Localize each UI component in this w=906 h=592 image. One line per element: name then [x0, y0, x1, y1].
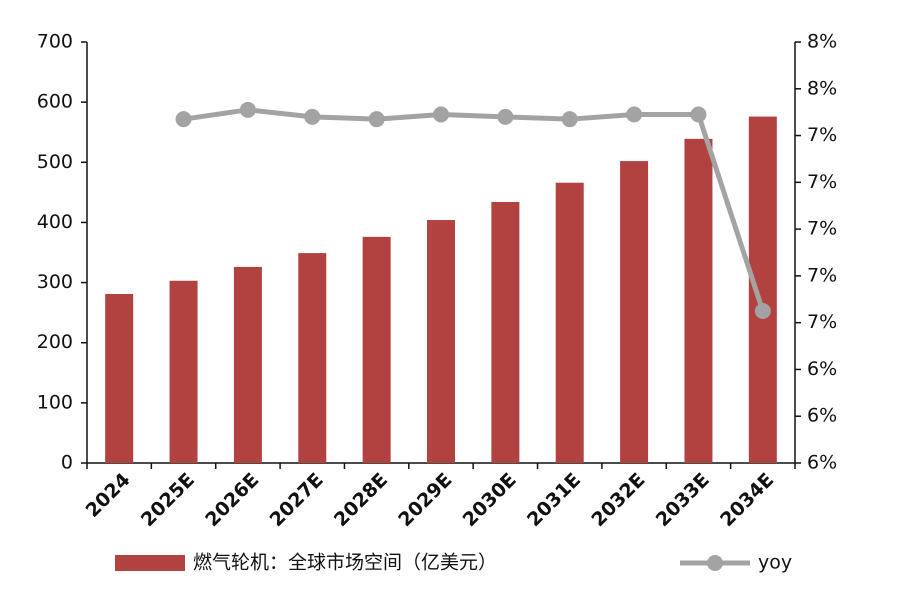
point — [175, 111, 192, 128]
bar — [169, 280, 198, 463]
x-tick-label: 2030E — [459, 469, 521, 531]
bar — [427, 220, 455, 463]
point — [690, 106, 707, 123]
y-tick-label: 100 — [37, 391, 73, 413]
x-tick-label: 2029E — [394, 469, 456, 531]
bar — [620, 161, 649, 463]
point — [239, 101, 256, 118]
x-tick-label: 2034E — [716, 469, 778, 531]
y2-tick-label: 7% — [807, 218, 837, 240]
point — [754, 302, 771, 319]
y-tick-label: 200 — [37, 331, 73, 353]
x-tick-label: 2027E — [266, 469, 328, 531]
y2-tick-label: 7% — [807, 124, 837, 146]
y2-tick-label: 7% — [807, 311, 837, 333]
y-tick-label: 600 — [37, 91, 73, 113]
legend-swatch — [707, 555, 723, 571]
x-tick-label: 2032E — [587, 469, 649, 531]
bar — [748, 116, 777, 463]
point — [497, 108, 514, 125]
x-tick-label: 2031E — [523, 469, 585, 531]
legend-swatch — [115, 555, 185, 571]
point — [626, 106, 643, 123]
x-tick-label: 2026E — [201, 469, 263, 531]
y-tick-label: 0 — [61, 452, 73, 474]
y-tick-label: 300 — [37, 271, 73, 293]
legend-label: 燃气轮机：全球市场空间（亿美元） — [193, 552, 497, 574]
x-tick-label: 2024 — [82, 469, 135, 522]
y2-tick-label: 6% — [807, 452, 837, 474]
point — [433, 106, 449, 123]
legend-label: yoy — [758, 552, 792, 574]
bar — [491, 201, 520, 464]
y-tick-label: 700 — [37, 31, 73, 53]
y2-tick-label: 7% — [807, 171, 837, 193]
bar — [298, 253, 327, 463]
bar — [684, 138, 713, 463]
y2-tick-label: 6% — [807, 405, 837, 427]
y2-tick-label: 8% — [807, 77, 837, 99]
bar — [233, 266, 262, 463]
y2-tick-label: 6% — [807, 358, 837, 380]
bar — [105, 293, 134, 463]
point — [561, 111, 578, 128]
x-tick-label: 2028E — [330, 469, 392, 531]
point — [368, 111, 385, 128]
y2-tick-label: 7% — [807, 264, 837, 286]
y2-tick-label: 8% — [807, 31, 837, 53]
bar — [362, 236, 391, 463]
x-tick-label: 2025E — [137, 469, 199, 531]
bar — [555, 182, 584, 463]
y-tick-label: 400 — [37, 211, 73, 233]
point — [304, 108, 321, 125]
line — [183, 107, 766, 312]
y-tick-label: 500 — [37, 151, 73, 173]
x-tick-label: 2033E — [652, 469, 714, 531]
